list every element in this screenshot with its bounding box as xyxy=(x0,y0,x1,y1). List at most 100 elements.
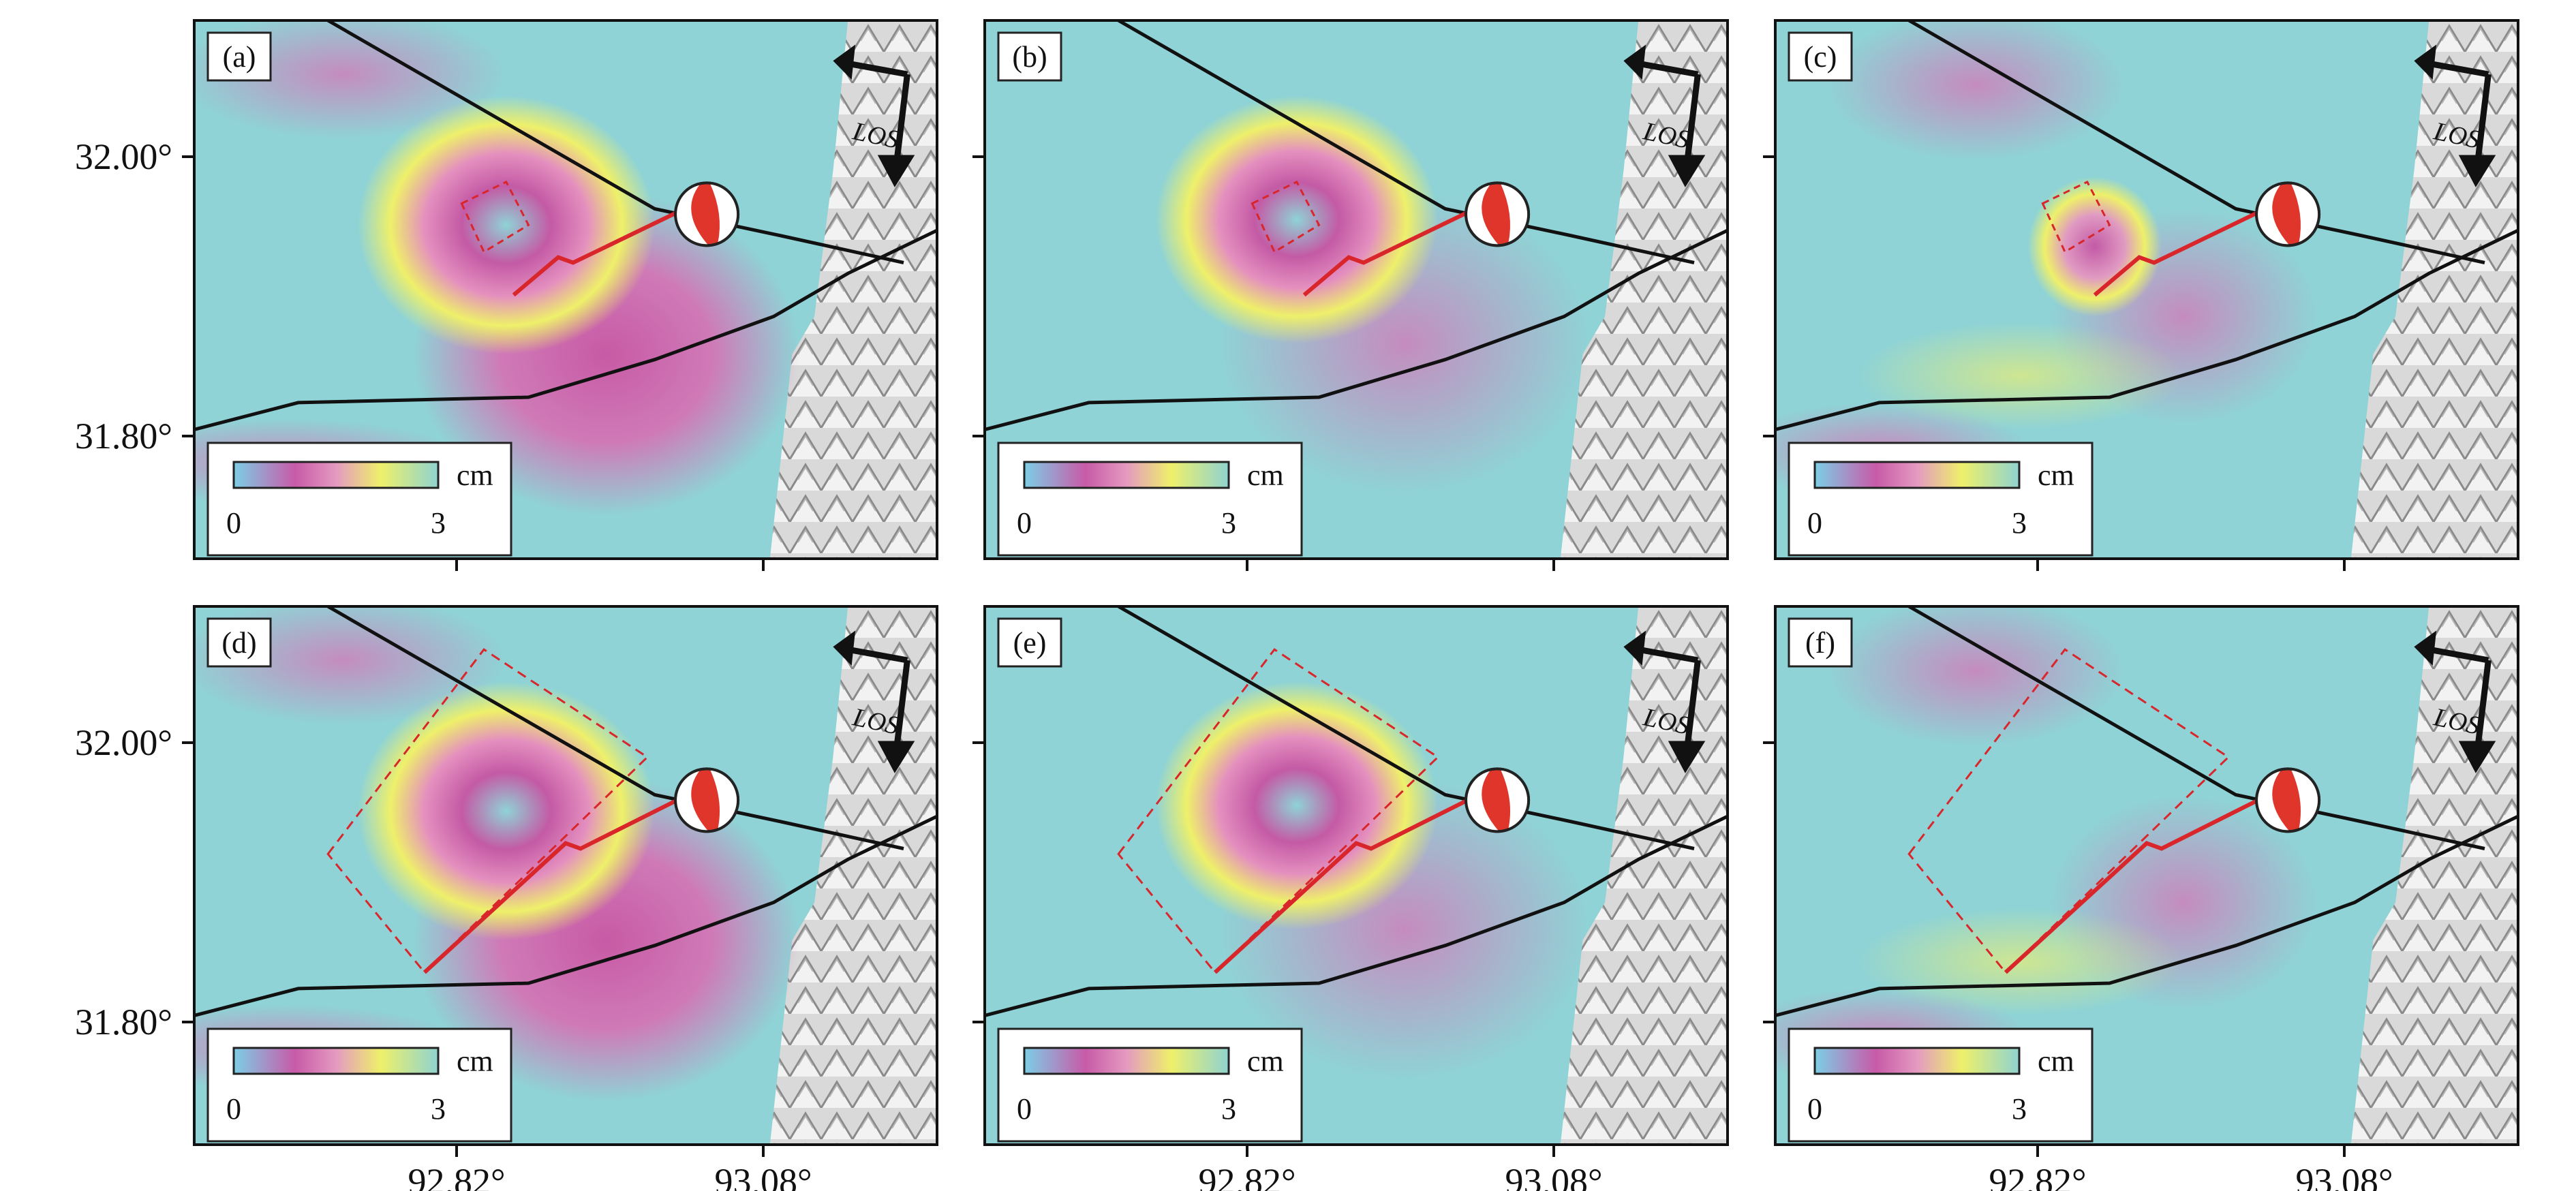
minor-lobe xyxy=(194,20,506,139)
focal-mechanism-icon xyxy=(674,767,740,833)
los-arrow-icon xyxy=(1623,630,1706,773)
panel-label-box xyxy=(997,31,1062,82)
map-panel: LOS(d)cm0 332.00°31.80°92.82° 93.08° xyxy=(75,605,938,1191)
colorbar-unit: cm xyxy=(1247,1045,1284,1078)
colorbar-max: 3 xyxy=(2012,506,2027,540)
panel-frame xyxy=(193,19,938,560)
fault-trace xyxy=(194,228,937,431)
lon-label: 92.82° xyxy=(1989,1161,2086,1191)
colorbar-unit: cm xyxy=(1247,459,1284,492)
deformation-ring xyxy=(357,95,655,354)
colorbar xyxy=(232,461,440,489)
lon-label: 93.08° xyxy=(1505,1161,1602,1191)
los-arrow-icon xyxy=(833,630,915,773)
los-arrow-icon xyxy=(2414,630,2496,773)
focal-mechanism-icon xyxy=(1465,181,1531,247)
panel-label-box xyxy=(1788,31,1853,82)
colorbar-min: 0 xyxy=(226,506,241,540)
colorbar-min: 0 xyxy=(1807,506,1822,540)
panel-label-box xyxy=(206,31,272,82)
colorbar-min: 0 xyxy=(1807,1092,1822,1126)
minor-lobe xyxy=(194,606,506,725)
colorbar-legend: cm 0 3 xyxy=(206,1027,512,1143)
panel-frame xyxy=(193,605,938,1146)
lat-label: 32.00° xyxy=(75,722,172,763)
fault-surface-trace xyxy=(512,206,686,297)
fault-model-outline xyxy=(1251,181,1321,253)
colorbar-legend: cm 0 3 xyxy=(1788,1027,2094,1143)
fault-surface-trace xyxy=(1213,798,1469,974)
deformation-ring xyxy=(1155,95,1438,344)
residual-spot xyxy=(2027,176,2162,317)
map-panel: LOS(c)cm0 3 xyxy=(1763,19,2519,571)
panel-label: (d) xyxy=(221,626,256,660)
colorbar xyxy=(232,1047,440,1075)
panel-label: (c) xyxy=(1804,40,1837,74)
lon-label: 93.08° xyxy=(2295,1161,2393,1191)
colorbar-legend: cm 0 3 xyxy=(997,442,1303,557)
lat-label: 31.80° xyxy=(75,1002,172,1042)
map-panel: LOS(e)cm0 392.82° 93.08° xyxy=(972,605,1729,1191)
panel-frame xyxy=(1774,605,2519,1146)
colorbar-unit: cm xyxy=(2038,1045,2074,1078)
los-arrow-icon xyxy=(833,44,915,187)
colorbar-max: 3 xyxy=(431,1092,446,1126)
lat-label: 32.00° xyxy=(75,136,172,177)
deformation-ring xyxy=(357,681,655,940)
panel-label: (e) xyxy=(1013,626,1047,660)
map-panel: LOS(f)cm0 392.82° 93.08° xyxy=(1763,605,2519,1191)
panel-label-box xyxy=(997,617,1062,668)
los-arrow-icon xyxy=(2414,44,2496,187)
panel-label-box xyxy=(206,617,272,668)
fault-trace xyxy=(194,814,937,1017)
panel-label-box xyxy=(1788,617,1853,668)
panel-frame xyxy=(1774,19,2519,560)
fault-trace xyxy=(985,228,1728,431)
panel-label: (f) xyxy=(1805,626,1835,660)
fault-trace xyxy=(1775,228,2518,431)
panel-frame xyxy=(983,19,1729,560)
deformation-ring xyxy=(1155,681,1438,929)
los-arrow-icon xyxy=(1623,44,1706,187)
colorbar-unit: cm xyxy=(457,1045,493,1078)
fault-surface-trace xyxy=(1302,206,1476,297)
colorbar-min: 0 xyxy=(1017,506,1032,540)
colorbar xyxy=(1813,1047,2021,1075)
map-panel: LOS(a)cm0 332.00°31.80° xyxy=(75,19,938,571)
fault-model-outline xyxy=(2041,181,2111,253)
colorbar-max: 3 xyxy=(431,506,446,540)
colorbar-legend: cm 0 3 xyxy=(1788,442,2094,557)
panel-label: (b) xyxy=(1012,40,1047,74)
colorbar-min: 0 xyxy=(226,1092,241,1126)
fault-trace xyxy=(985,814,1728,1017)
focal-mechanism-icon xyxy=(1465,767,1531,833)
fault-model-outline xyxy=(460,181,530,253)
panel-label: (a) xyxy=(223,40,256,74)
colorbar-unit: cm xyxy=(2038,459,2074,492)
colorbar-max: 3 xyxy=(1221,506,1236,540)
panel-frame xyxy=(983,605,1729,1146)
fault-surface-trace xyxy=(423,798,678,974)
focal-mechanism-icon xyxy=(674,181,740,247)
colorbar-unit: cm xyxy=(457,459,493,492)
colorbar xyxy=(1023,1047,1230,1075)
lat-label: 31.80° xyxy=(75,416,172,457)
colorbar xyxy=(1813,461,2021,489)
lon-label: 92.82° xyxy=(1198,1161,1295,1191)
lon-label: 92.82° xyxy=(408,1161,505,1191)
focal-mechanism-icon xyxy=(2255,181,2321,247)
colorbar-max: 3 xyxy=(2012,1092,2027,1126)
residual-lobe xyxy=(1827,606,2125,747)
colorbar-legend: cm 0 3 xyxy=(997,1027,1303,1143)
colorbar-max: 3 xyxy=(1221,1092,1236,1126)
colorbar xyxy=(1023,461,1230,489)
colorbar-min: 0 xyxy=(1017,1092,1032,1126)
lon-label: 93.08° xyxy=(714,1161,812,1191)
residual-lobe xyxy=(1827,20,2125,161)
colorbar-legend: cm 0 3 xyxy=(206,442,512,557)
focal-mechanism-icon xyxy=(2255,767,2321,833)
fault-surface-trace xyxy=(2004,798,2259,974)
map-panel: LOS(b)cm0 3 xyxy=(972,19,1729,571)
fault-surface-trace xyxy=(2093,206,2267,297)
